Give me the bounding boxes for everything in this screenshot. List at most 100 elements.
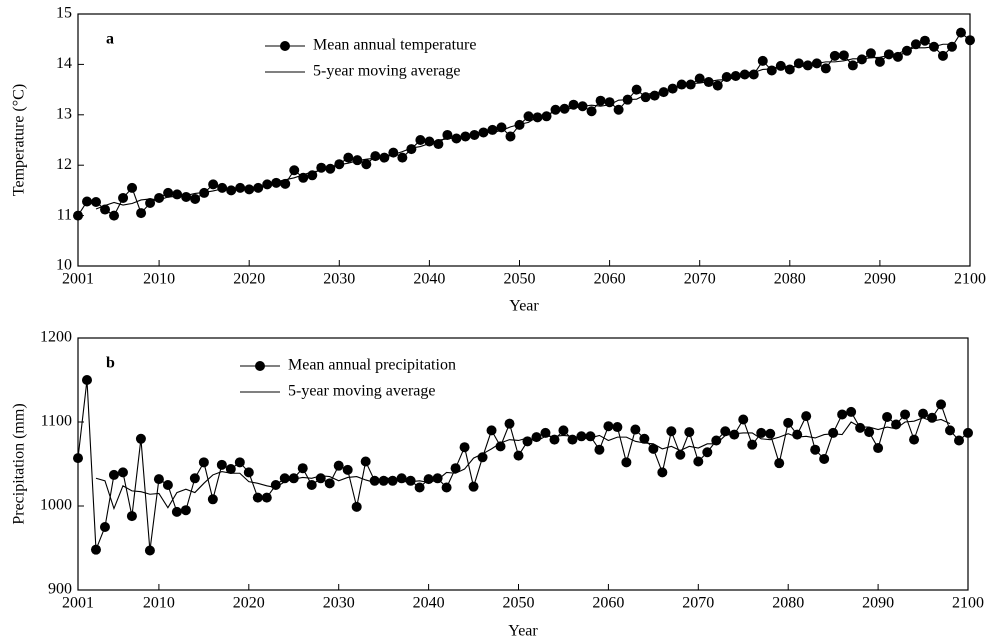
data-point bbox=[451, 133, 462, 144]
data-point bbox=[495, 441, 506, 452]
data-point bbox=[675, 449, 686, 460]
data-point bbox=[405, 475, 416, 486]
data-point bbox=[540, 427, 551, 438]
data-point bbox=[216, 459, 227, 470]
data-point bbox=[883, 49, 894, 60]
data-point bbox=[513, 450, 524, 461]
data-point bbox=[747, 439, 758, 450]
data-point bbox=[783, 417, 794, 428]
x-tick-label: 2040 bbox=[413, 271, 445, 288]
data-point bbox=[126, 511, 137, 522]
y-tick-label: 15 bbox=[56, 5, 72, 22]
data-point bbox=[324, 478, 335, 489]
data-point bbox=[370, 151, 381, 162]
x-tick-label: 2050 bbox=[503, 271, 535, 288]
x-axis-label: Year bbox=[508, 623, 538, 640]
legend-label: Mean annual precipitation bbox=[288, 357, 456, 374]
data-point bbox=[90, 544, 101, 555]
y-tick-label: 1000 bbox=[40, 497, 72, 514]
data-point bbox=[207, 494, 218, 505]
legend-marker bbox=[280, 41, 290, 51]
data-point bbox=[729, 429, 740, 440]
data-point bbox=[468, 481, 479, 492]
data-point bbox=[612, 422, 623, 433]
y-tick-label: 1200 bbox=[40, 329, 72, 346]
x-tick-label: 2030 bbox=[323, 271, 355, 288]
data-point bbox=[505, 131, 516, 142]
data-point bbox=[208, 179, 219, 190]
x-axis-label: Year bbox=[509, 298, 539, 315]
data-point bbox=[190, 193, 201, 204]
data-point bbox=[541, 111, 552, 122]
data-point bbox=[801, 411, 812, 422]
data-point bbox=[459, 442, 470, 453]
x-tick-label: 2090 bbox=[862, 595, 894, 612]
data-point bbox=[774, 458, 785, 469]
data-point bbox=[666, 426, 677, 437]
y-tick-label: 13 bbox=[56, 105, 72, 122]
data-point bbox=[756, 427, 767, 438]
data-point bbox=[280, 178, 291, 189]
data-point bbox=[262, 179, 273, 190]
data-point bbox=[766, 65, 777, 76]
y-tick-label: 10 bbox=[56, 257, 72, 274]
x-tick-label: 2100 bbox=[954, 271, 986, 288]
data-point bbox=[135, 433, 146, 444]
data-point bbox=[172, 189, 183, 200]
data-point bbox=[136, 208, 147, 219]
data-point bbox=[486, 425, 497, 436]
data-point bbox=[414, 482, 425, 493]
data-point bbox=[847, 60, 858, 71]
data-point bbox=[757, 55, 768, 66]
series-line bbox=[95, 417, 951, 511]
panel-label: a bbox=[106, 31, 114, 48]
data-point bbox=[118, 192, 129, 203]
x-tick-label: 2020 bbox=[233, 271, 265, 288]
data-point bbox=[397, 152, 408, 163]
x-tick-label: 2070 bbox=[684, 271, 716, 288]
x-tick-label: 2040 bbox=[413, 595, 445, 612]
data-point bbox=[171, 506, 182, 517]
data-point bbox=[234, 457, 245, 468]
data-point bbox=[945, 425, 956, 436]
data-point bbox=[127, 182, 138, 193]
data-point bbox=[297, 463, 308, 474]
data-point bbox=[865, 48, 876, 59]
data-point bbox=[820, 63, 831, 74]
data-point bbox=[838, 50, 849, 61]
data-point bbox=[657, 467, 668, 478]
data-point bbox=[387, 475, 398, 486]
data-point bbox=[576, 431, 587, 442]
x-tick-label: 2010 bbox=[143, 595, 175, 612]
data-point bbox=[189, 473, 200, 484]
data-point bbox=[81, 375, 92, 385]
data-point bbox=[252, 492, 263, 503]
data-point bbox=[460, 131, 471, 142]
data-point bbox=[694, 73, 705, 84]
data-point bbox=[343, 152, 354, 163]
data-point bbox=[361, 159, 372, 170]
data-point bbox=[901, 45, 912, 56]
x-tick-label: 2060 bbox=[592, 595, 624, 612]
data-point bbox=[342, 464, 353, 475]
x-tick-label: 2030 bbox=[323, 595, 355, 612]
y-tick-label: 14 bbox=[56, 55, 72, 72]
legend-label: 5-year moving average bbox=[313, 63, 460, 80]
data-point bbox=[406, 144, 417, 155]
data-point bbox=[315, 473, 326, 484]
x-tick-label: 2050 bbox=[503, 595, 535, 612]
y-axis-label: Temperature (°C) bbox=[11, 84, 28, 196]
data-point bbox=[874, 56, 885, 67]
data-point bbox=[288, 473, 299, 484]
data-point bbox=[613, 104, 624, 115]
data-point bbox=[351, 501, 362, 512]
plot-frame bbox=[77, 13, 971, 267]
data-point bbox=[432, 473, 443, 484]
data-point bbox=[828, 427, 839, 438]
legend-label: Mean annual temperature bbox=[313, 37, 476, 54]
y-tick-label: 11 bbox=[57, 206, 72, 223]
data-point bbox=[585, 431, 596, 442]
data-point bbox=[244, 184, 255, 195]
data-point bbox=[721, 72, 732, 82]
